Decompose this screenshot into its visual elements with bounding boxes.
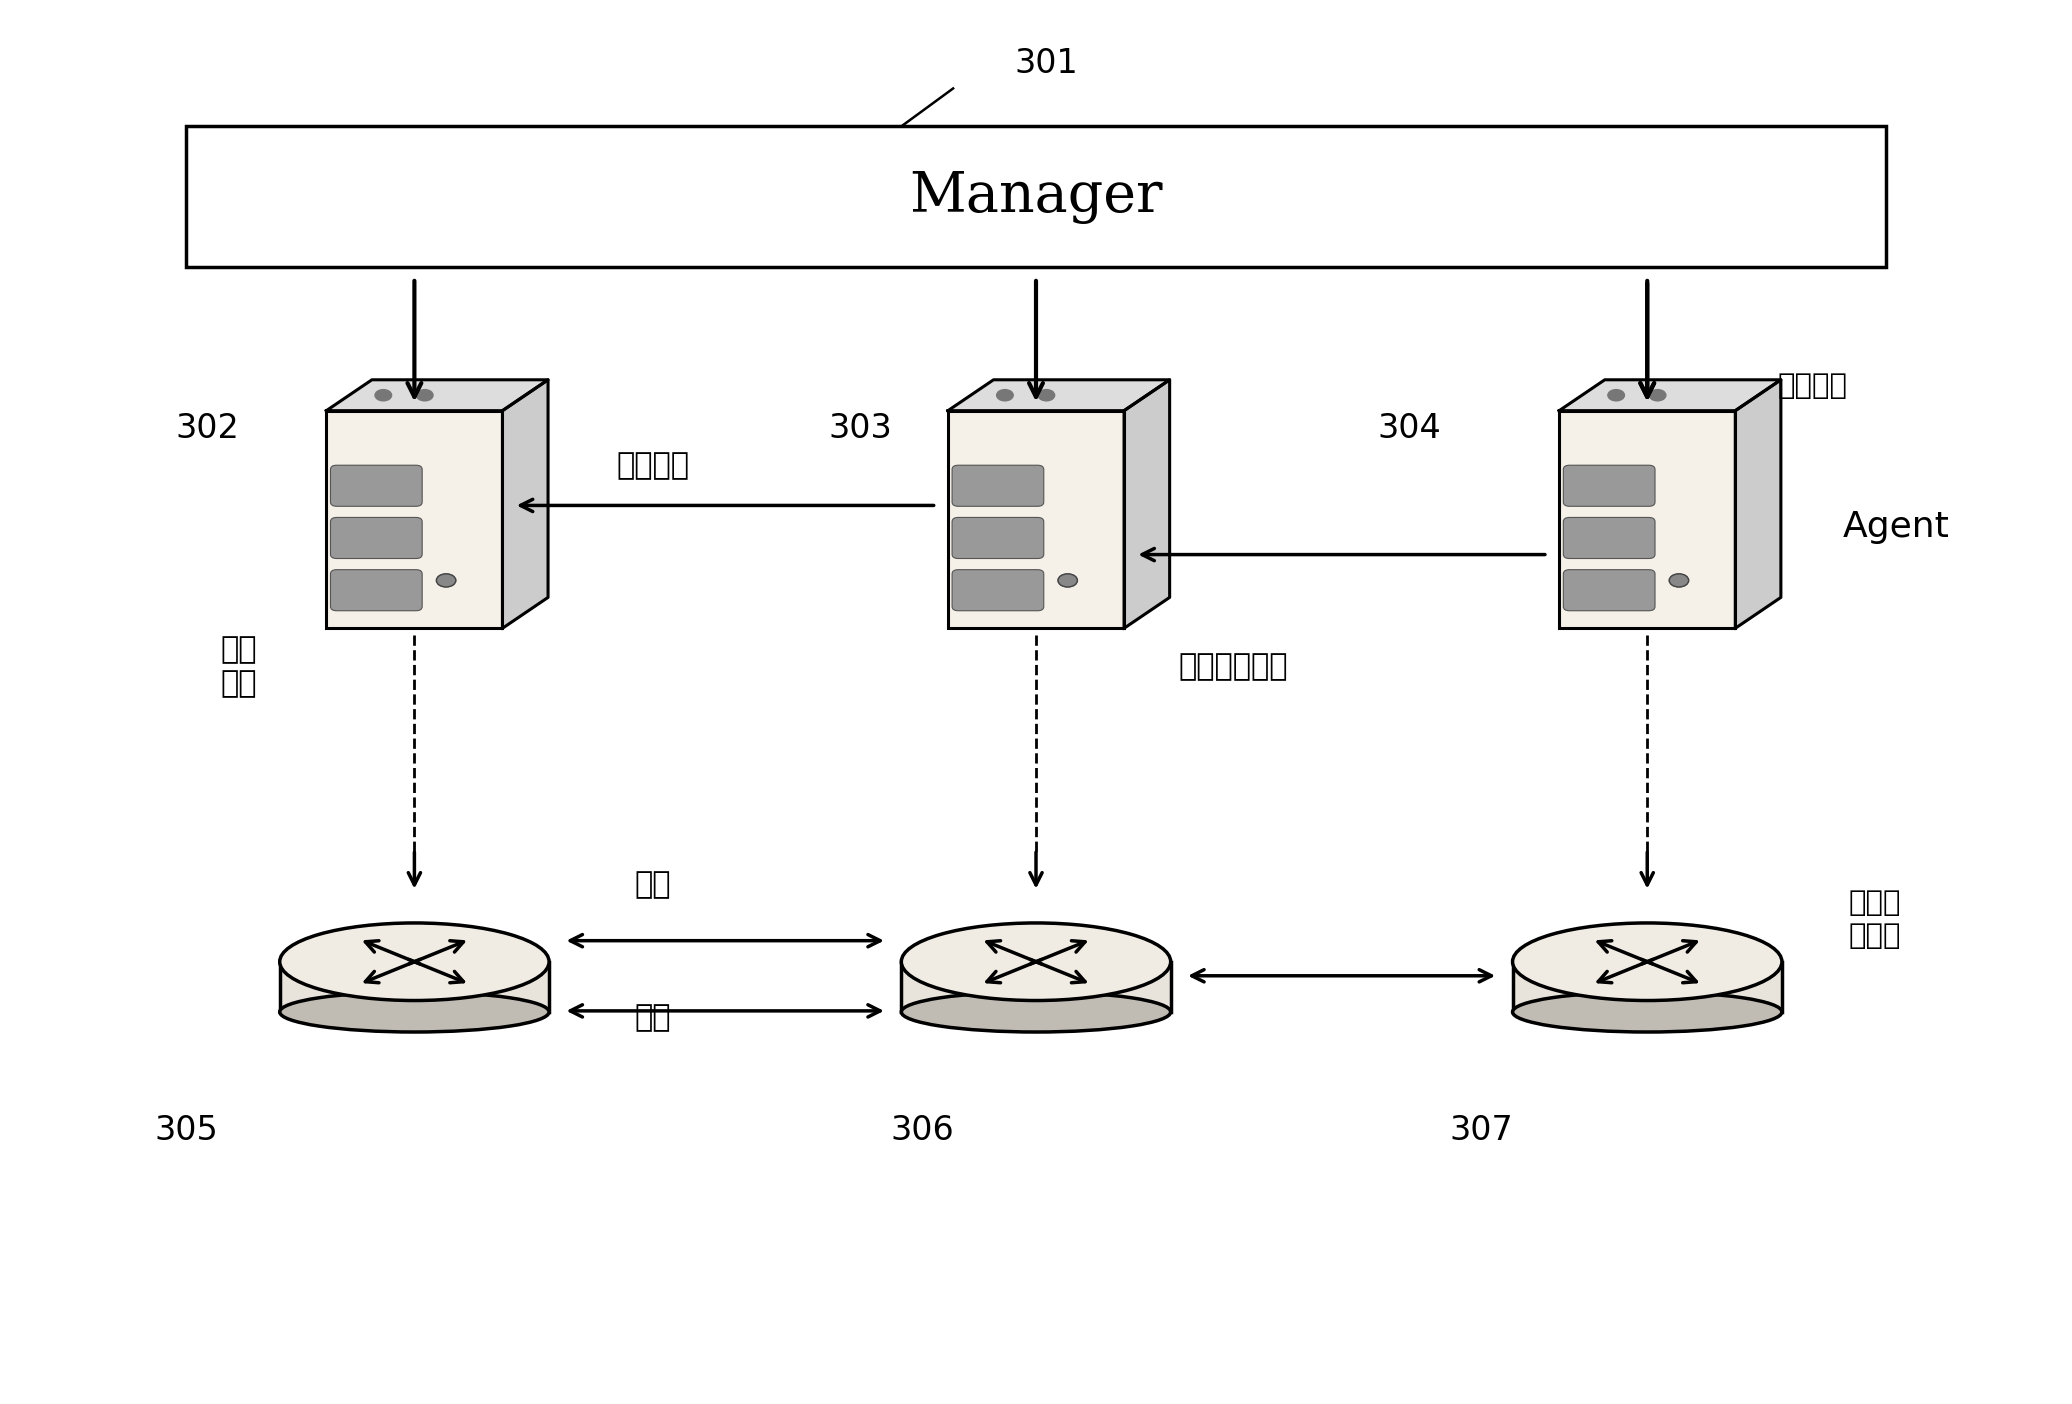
Polygon shape	[1736, 379, 1782, 628]
Circle shape	[437, 574, 456, 587]
FancyBboxPatch shape	[332, 465, 423, 507]
Bar	[186, 126, 1886, 267]
Circle shape	[997, 389, 1013, 402]
Text: 配置
指令: 配置 指令	[220, 636, 257, 698]
Text: Manager: Manager	[910, 170, 1162, 223]
FancyBboxPatch shape	[1564, 518, 1656, 559]
Circle shape	[1608, 389, 1624, 402]
Text: 配置通告: 配置通告	[615, 452, 690, 480]
Ellipse shape	[901, 991, 1171, 1032]
Bar	[901, 962, 1171, 1012]
FancyBboxPatch shape	[1564, 465, 1656, 507]
Bar	[280, 962, 549, 1012]
Polygon shape	[1560, 379, 1782, 410]
Bar	[949, 410, 1123, 628]
FancyBboxPatch shape	[953, 518, 1044, 559]
Ellipse shape	[280, 991, 549, 1032]
Circle shape	[1649, 389, 1666, 402]
Polygon shape	[949, 379, 1169, 410]
FancyBboxPatch shape	[332, 570, 423, 611]
Ellipse shape	[901, 922, 1171, 1001]
Bar	[1513, 962, 1782, 1012]
Text: 管控协同接口: 管控协同接口	[1179, 653, 1287, 681]
Circle shape	[375, 389, 392, 402]
Text: 302: 302	[176, 411, 238, 445]
Polygon shape	[327, 379, 547, 410]
Circle shape	[416, 389, 433, 402]
Circle shape	[1670, 574, 1689, 587]
Text: 信令: 信令	[634, 1004, 671, 1032]
Polygon shape	[503, 379, 547, 628]
Text: 304: 304	[1378, 411, 1440, 445]
FancyBboxPatch shape	[1564, 570, 1656, 611]
Ellipse shape	[1513, 922, 1782, 1001]
Text: 301: 301	[1015, 46, 1077, 80]
Text: 配置请求: 配置请求	[1778, 372, 1848, 400]
Text: Agent: Agent	[1842, 510, 1950, 543]
Bar	[1560, 410, 1736, 628]
Text: 305: 305	[155, 1113, 218, 1147]
Polygon shape	[1123, 379, 1169, 628]
Text: 303: 303	[829, 411, 891, 445]
Text: 307: 307	[1450, 1113, 1513, 1147]
FancyBboxPatch shape	[953, 570, 1044, 611]
Text: 控制平
面节点: 控制平 面节点	[1848, 889, 1902, 951]
Ellipse shape	[280, 922, 549, 1001]
Circle shape	[1038, 389, 1055, 402]
Bar	[327, 410, 501, 628]
FancyBboxPatch shape	[332, 518, 423, 559]
Text: 306: 306	[891, 1113, 953, 1147]
FancyBboxPatch shape	[953, 465, 1044, 507]
Circle shape	[1059, 574, 1077, 587]
Ellipse shape	[1513, 991, 1782, 1032]
Text: 路由: 路由	[634, 870, 671, 899]
